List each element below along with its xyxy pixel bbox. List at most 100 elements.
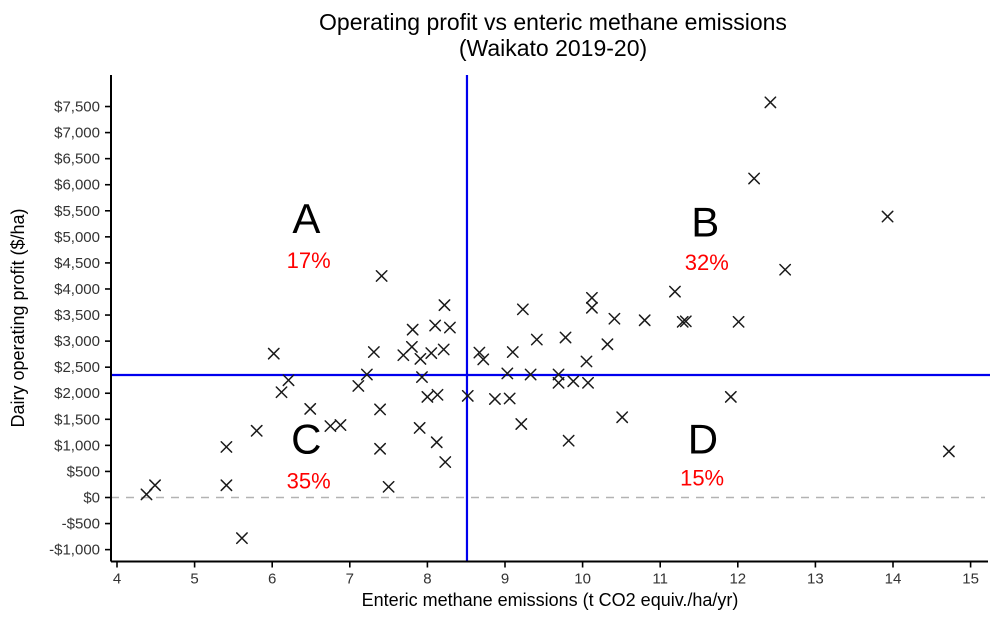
data-point-marker: [405, 340, 418, 353]
data-point-marker: [616, 411, 629, 424]
quadrant-label: D: [688, 416, 718, 463]
data-point-marker: [524, 368, 537, 381]
data-point-marker: [374, 442, 387, 455]
data-point-marker: [367, 346, 380, 359]
data-point-marker: [429, 319, 442, 332]
data-point-marker: [724, 390, 737, 403]
data-point-marker: [676, 315, 689, 328]
data-point-marker: [406, 323, 419, 336]
data-point-marker: [461, 389, 474, 402]
data-point-marker: [431, 388, 444, 401]
x-tick-label: 5: [190, 571, 198, 588]
data-point-marker: [438, 299, 451, 312]
x-tick-label: 14: [885, 571, 902, 588]
data-point-marker: [748, 172, 761, 185]
data-point-marker: [562, 434, 575, 447]
x-tick-label: 4: [113, 571, 121, 588]
data-point-marker: [881, 210, 894, 223]
quadrant-label: A: [292, 195, 320, 242]
y-tick-label: -$500: [62, 516, 100, 533]
data-point-marker: [764, 96, 777, 109]
data-point-marker: [516, 303, 529, 316]
data-point-marker: [552, 376, 565, 389]
y-tick-label: $0: [83, 490, 100, 507]
data-point-marker: [304, 402, 317, 415]
data-point-marker: [779, 263, 792, 276]
data-point-marker: [282, 374, 295, 387]
y-tick-label: $500: [67, 463, 100, 480]
data-point-marker: [374, 403, 387, 416]
y-tick-label: $7,500: [54, 99, 100, 116]
data-point-marker: [382, 480, 395, 493]
data-point-marker: [267, 347, 280, 360]
x-tick-label: 9: [501, 571, 509, 588]
data-point-marker: [668, 285, 681, 298]
x-tick-label: 7: [346, 571, 354, 588]
chart-subtitle: (Waikato 2019-20): [459, 35, 647, 61]
data-point-marker: [582, 376, 594, 389]
data-point-marker: [942, 445, 955, 458]
data-point-marker: [638, 314, 651, 327]
x-tick-label: 13: [807, 571, 824, 588]
data-point-marker: [416, 371, 428, 384]
quadrant-percentage: 32%: [685, 250, 729, 275]
data-point-marker: [443, 321, 456, 334]
data-point-marker: [506, 346, 519, 359]
data-point-marker: [601, 338, 614, 351]
y-tick-label: -$1,000: [49, 542, 100, 559]
y-tick-label: $3,500: [54, 307, 100, 324]
data-point-marker: [439, 456, 452, 469]
data-point-marker: [421, 390, 434, 403]
data-point-marker: [149, 479, 161, 492]
data-point-marker: [488, 393, 501, 405]
x-axis-title: Enteric methane emissions (t CO2 equiv./…: [362, 590, 739, 610]
data-point-marker: [334, 419, 347, 431]
data-point-marker: [503, 392, 516, 405]
data-point-marker: [732, 315, 745, 328]
y-tick-label: $4,500: [54, 255, 100, 272]
quadrant-label: C: [291, 416, 321, 463]
y-tick-label: $7,000: [54, 125, 100, 142]
data-point-marker: [437, 343, 450, 356]
y-tick-label: $4,000: [54, 281, 100, 298]
data-point-marker: [679, 315, 692, 328]
y-tick-label: $6,500: [54, 151, 100, 168]
data-point-marker: [567, 375, 580, 388]
data-point-marker: [515, 418, 528, 430]
y-tick-label: $1,000: [54, 437, 100, 454]
data-point-marker: [585, 291, 598, 304]
data-point-marker: [275, 386, 288, 399]
data-point-marker: [352, 379, 365, 392]
data-point-marker: [324, 420, 337, 433]
x-tick-label: 12: [729, 571, 746, 588]
data-point-marker: [477, 353, 490, 366]
x-tick-label: 11: [652, 571, 668, 588]
data-point-marker: [220, 440, 233, 453]
data-point-marker: [413, 421, 426, 434]
data-point-marker: [530, 333, 543, 346]
quadrant-percentage: 35%: [287, 468, 331, 493]
y-axis-title: Dairy operating profit ($/ha): [8, 208, 28, 427]
data-point-marker: [235, 532, 248, 545]
y-tick-label: $2,000: [54, 385, 100, 402]
quadrant-percentage: 15%: [680, 466, 724, 491]
quadrant-label: B: [691, 199, 719, 246]
data-point-marker: [360, 368, 373, 381]
y-tick-label: $3,000: [54, 333, 100, 350]
data-point-marker: [559, 331, 572, 344]
x-tick-label: 8: [423, 571, 431, 588]
x-tick-label: 6: [268, 571, 276, 588]
quadrant-percentage: 17%: [287, 248, 331, 273]
chart-title: Operating profit vs enteric methane emis…: [319, 9, 787, 35]
data-point-marker: [501, 367, 514, 380]
y-tick-label: $2,500: [54, 359, 100, 376]
y-tick-label: $5,500: [54, 203, 100, 220]
data-point-marker: [430, 436, 443, 449]
data-point-marker: [425, 347, 438, 360]
data-point-marker: [473, 346, 486, 359]
data-point-marker: [608, 312, 621, 325]
data-point-marker: [250, 424, 263, 437]
data-point-marker: [552, 368, 565, 381]
